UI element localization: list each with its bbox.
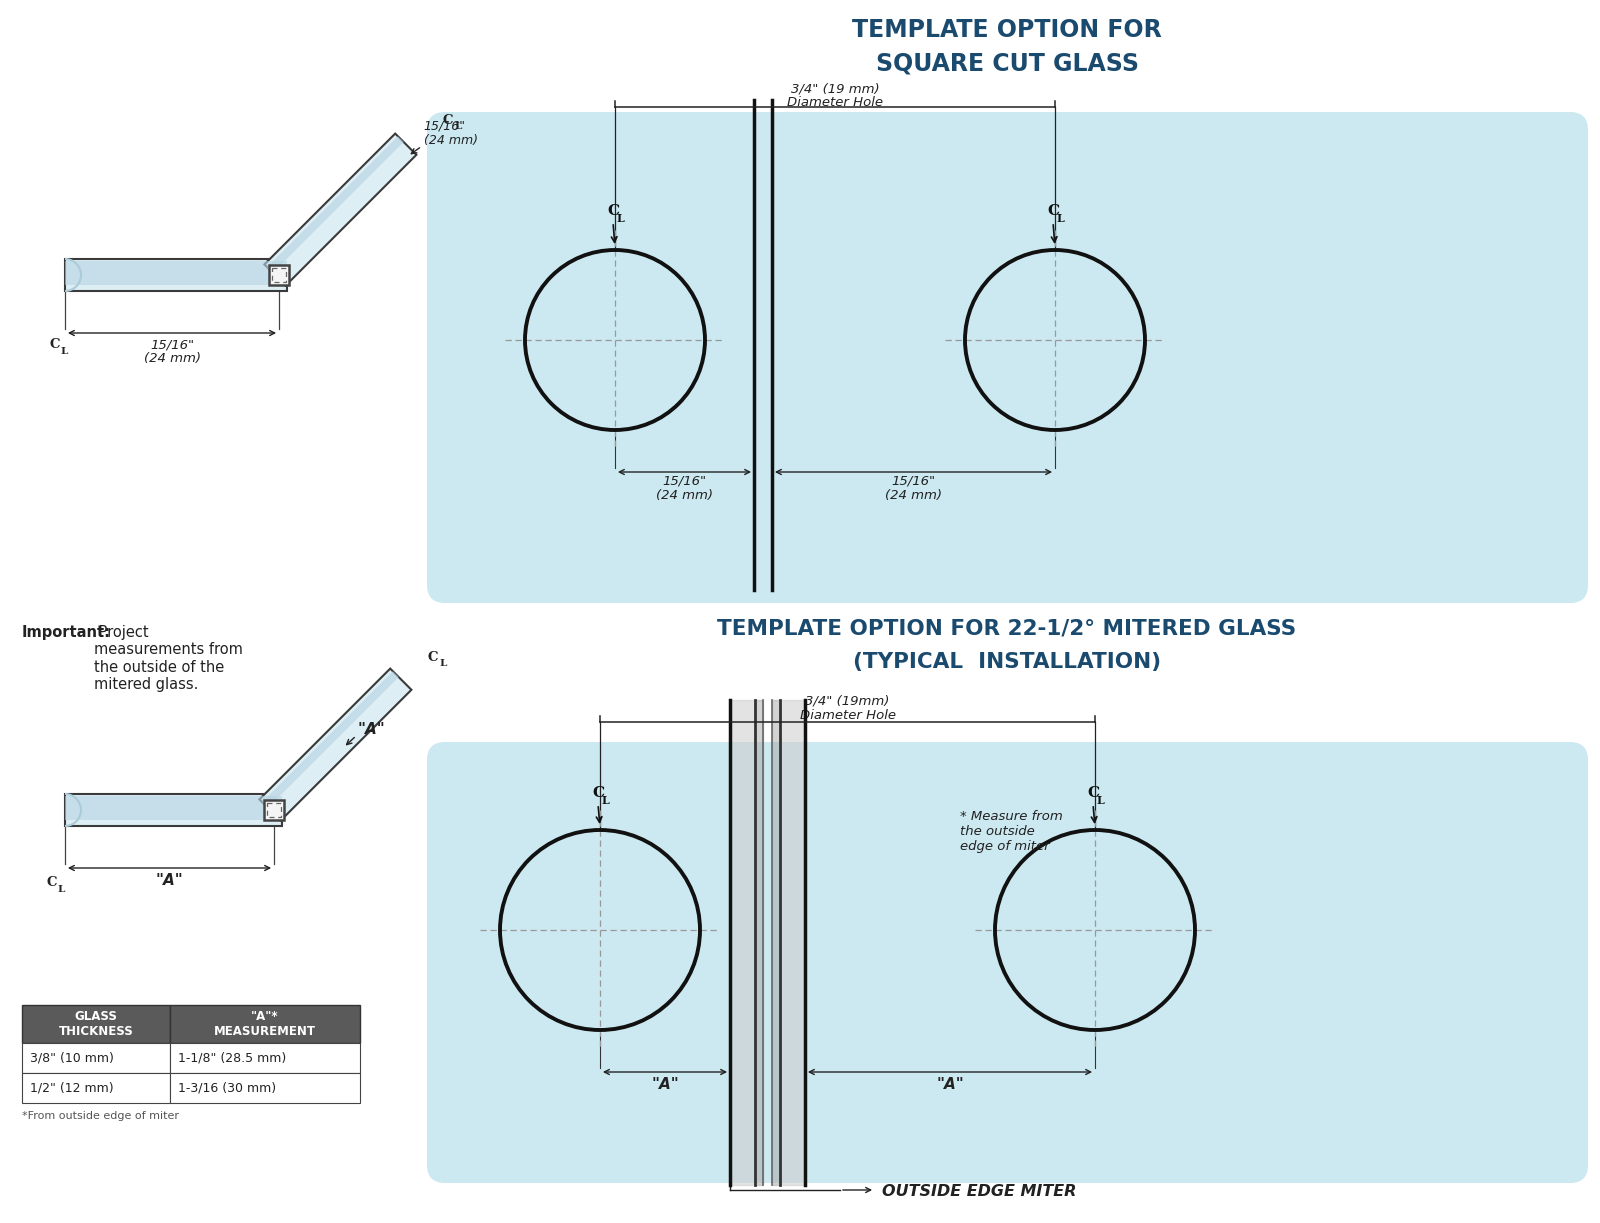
Text: C: C (427, 651, 438, 664)
Text: Diameter Hole: Diameter Hole (787, 95, 883, 109)
Bar (264, 800, 285, 819)
Text: 15/16": 15/16" (891, 475, 936, 488)
Text: Project
measurements from
the outside of the
mitered glass.: Project measurements from the outside of… (94, 625, 243, 692)
Text: C: C (1046, 204, 1059, 218)
Polygon shape (264, 133, 416, 286)
Text: L: L (58, 885, 66, 894)
Text: L: L (616, 213, 624, 224)
Polygon shape (259, 669, 411, 821)
Text: *From outside edge of miter: *From outside edge of miter (22, 1110, 179, 1121)
Text: (24 mm): (24 mm) (885, 489, 942, 501)
Bar (267, 804, 282, 817)
Text: 1-3/16 (30 mm): 1-3/16 (30 mm) (178, 1081, 277, 1095)
Bar (170, 1073, 360, 1103)
Text: L: L (438, 659, 446, 668)
FancyBboxPatch shape (427, 742, 1587, 1183)
Text: 1-1/8" (28.5 mm): 1-1/8" (28.5 mm) (178, 1052, 286, 1064)
Bar (170, 1005, 360, 1043)
Bar (269, 265, 290, 285)
FancyBboxPatch shape (427, 113, 1587, 603)
Text: GLASS
THICKNESS: GLASS THICKNESS (59, 1010, 133, 1038)
Text: (24 mm): (24 mm) (424, 135, 478, 147)
Text: "A"*
MEASUREMENT: "A"* MEASUREMENT (214, 1010, 317, 1038)
Text: (24 mm): (24 mm) (656, 489, 714, 501)
Text: C: C (50, 338, 61, 351)
Text: (TYPICAL  INSTALLATION): (TYPICAL INSTALLATION) (853, 652, 1162, 671)
Text: "A": "A" (155, 873, 184, 888)
Text: Important:: Important: (22, 625, 110, 640)
Polygon shape (66, 796, 282, 819)
Text: L: L (1096, 795, 1104, 806)
Text: C: C (443, 114, 453, 127)
Text: 3/4" (19 mm): 3/4" (19 mm) (790, 82, 880, 95)
Text: * Measure from
the outside
edge of miter: * Measure from the outside edge of miter (960, 810, 1062, 852)
Text: "A": "A" (651, 1077, 678, 1092)
Text: "A": "A" (357, 722, 386, 736)
Text: 3/8" (10 mm): 3/8" (10 mm) (30, 1052, 114, 1064)
Bar (22, 1073, 170, 1103)
Text: 1/2" (12 mm): 1/2" (12 mm) (30, 1081, 114, 1095)
Polygon shape (66, 259, 286, 291)
Text: L: L (602, 795, 610, 806)
Text: C: C (606, 204, 619, 218)
Text: TEMPLATE OPTION FOR 22-1/2° MITERED GLASS: TEMPLATE OPTION FOR 22-1/2° MITERED GLAS… (717, 618, 1296, 638)
Text: "A": "A" (936, 1077, 963, 1092)
Text: SQUARE CUT GLASS: SQUARE CUT GLASS (875, 53, 1139, 76)
Text: OUTSIDE EDGE MITER: OUTSIDE EDGE MITER (882, 1185, 1077, 1200)
Polygon shape (66, 794, 282, 826)
Text: L: L (61, 347, 67, 356)
Text: (24 mm): (24 mm) (144, 352, 200, 364)
Text: 15/16": 15/16" (424, 119, 466, 132)
Bar (170, 1043, 360, 1073)
Polygon shape (66, 260, 286, 285)
Text: L: L (1056, 213, 1064, 224)
Bar (272, 268, 286, 283)
Text: C: C (592, 786, 605, 800)
Text: C: C (46, 876, 58, 889)
Text: C: C (1086, 786, 1099, 800)
Polygon shape (267, 136, 403, 273)
Text: TEMPLATE OPTION FOR: TEMPLATE OPTION FOR (853, 18, 1162, 42)
Text: 15/16": 15/16" (662, 475, 707, 488)
Polygon shape (262, 671, 398, 808)
Text: L: L (454, 122, 461, 131)
Text: 15/16": 15/16" (150, 338, 194, 351)
Text: Diameter Hole: Diameter Hole (800, 709, 896, 722)
Bar (22, 1005, 170, 1043)
Bar (22, 1043, 170, 1073)
Text: 3/4" (19mm): 3/4" (19mm) (805, 695, 890, 708)
